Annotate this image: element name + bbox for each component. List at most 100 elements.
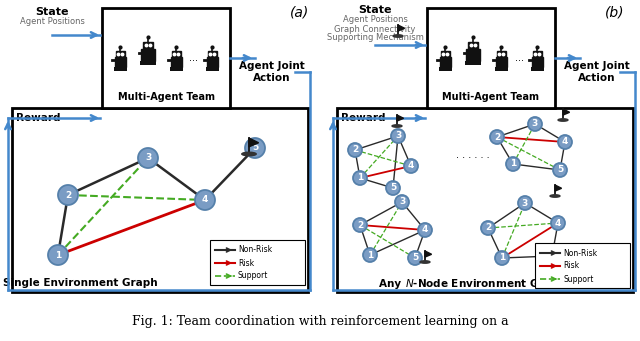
- Text: Reward: Reward: [16, 113, 60, 123]
- Circle shape: [353, 218, 367, 232]
- Text: ...: ...: [515, 53, 524, 63]
- Polygon shape: [563, 109, 570, 115]
- Circle shape: [408, 251, 422, 265]
- Text: State: State: [35, 7, 68, 17]
- Text: 4: 4: [562, 137, 568, 147]
- Text: . . . . . .: . . . . . .: [456, 150, 490, 160]
- Circle shape: [386, 181, 400, 195]
- Text: 5: 5: [412, 253, 418, 263]
- Circle shape: [138, 148, 158, 168]
- Bar: [440, 57, 451, 67]
- Text: Risk: Risk: [563, 262, 579, 270]
- Text: ...: ...: [189, 53, 198, 63]
- Bar: [495, 67, 508, 71]
- Text: 1: 1: [499, 253, 505, 263]
- Text: State: State: [358, 5, 392, 15]
- Text: 5: 5: [557, 165, 563, 175]
- Bar: [467, 49, 479, 61]
- Circle shape: [58, 185, 78, 205]
- Bar: [497, 51, 506, 57]
- Circle shape: [495, 251, 509, 265]
- Bar: [102, 8, 230, 108]
- Circle shape: [418, 223, 432, 237]
- Circle shape: [558, 135, 572, 149]
- Polygon shape: [249, 138, 259, 147]
- Bar: [12, 108, 308, 292]
- Text: Single Environment Graph: Single Environment Graph: [3, 278, 157, 288]
- Text: Fig. 1: Team coordination with reinforcement learning on a: Fig. 1: Team coordination with reinforce…: [132, 315, 508, 328]
- Bar: [495, 57, 506, 67]
- Circle shape: [528, 117, 542, 131]
- Text: 2: 2: [494, 133, 500, 142]
- Circle shape: [348, 143, 362, 157]
- Bar: [115, 57, 125, 67]
- Text: 3: 3: [399, 197, 405, 207]
- Text: Multi-Agent Team: Multi-Agent Team: [442, 92, 540, 102]
- Bar: [531, 57, 543, 67]
- Text: 3: 3: [532, 119, 538, 129]
- Text: Graph Connectivity: Graph Connectivity: [334, 25, 416, 33]
- Text: 5: 5: [549, 252, 555, 261]
- Text: 1: 1: [367, 251, 373, 260]
- Circle shape: [395, 195, 409, 209]
- Text: 4: 4: [202, 195, 208, 205]
- Text: Risk: Risk: [238, 258, 254, 267]
- Bar: [170, 57, 182, 67]
- Text: Any: Any: [380, 279, 405, 289]
- Ellipse shape: [550, 195, 560, 197]
- Polygon shape: [398, 25, 404, 31]
- Text: Agent Positions: Agent Positions: [342, 15, 408, 25]
- Text: 3: 3: [395, 132, 401, 140]
- Ellipse shape: [392, 125, 402, 127]
- Circle shape: [353, 171, 367, 185]
- Bar: [531, 67, 543, 71]
- Text: 1: 1: [357, 174, 363, 182]
- Text: Supporting Mechanism: Supporting Mechanism: [326, 33, 424, 43]
- Bar: [337, 108, 633, 292]
- Bar: [207, 51, 216, 57]
- Text: Agent Joint
Action: Agent Joint Action: [239, 61, 305, 83]
- Text: 5: 5: [252, 144, 258, 152]
- Circle shape: [48, 245, 68, 265]
- Text: $N$-Node Environment Graph: $N$-Node Environment Graph: [405, 277, 566, 291]
- Circle shape: [553, 163, 567, 177]
- Polygon shape: [555, 185, 562, 191]
- Text: 2: 2: [357, 221, 363, 229]
- Ellipse shape: [558, 119, 568, 121]
- Polygon shape: [425, 251, 431, 257]
- Text: Multi-Agent Team: Multi-Agent Team: [118, 92, 214, 102]
- Text: 5: 5: [390, 183, 396, 193]
- Text: (a): (a): [291, 5, 310, 19]
- Bar: [532, 51, 541, 57]
- Bar: [465, 61, 481, 65]
- Text: 1: 1: [510, 160, 516, 168]
- Text: 3: 3: [522, 198, 528, 208]
- Text: 2: 2: [485, 223, 491, 233]
- Text: Support: Support: [563, 275, 593, 283]
- Bar: [172, 51, 180, 57]
- Circle shape: [551, 216, 565, 230]
- Text: 2: 2: [65, 191, 71, 199]
- Text: 4: 4: [408, 162, 414, 170]
- Circle shape: [245, 138, 265, 158]
- Polygon shape: [397, 115, 404, 121]
- Text: 3: 3: [145, 153, 151, 163]
- Bar: [140, 61, 156, 65]
- Circle shape: [506, 157, 520, 171]
- Circle shape: [545, 249, 559, 263]
- Circle shape: [490, 130, 504, 144]
- Text: Non-Risk: Non-Risk: [238, 246, 272, 254]
- Text: Non-Risk: Non-Risk: [563, 249, 597, 257]
- Circle shape: [391, 129, 405, 143]
- Bar: [141, 49, 155, 61]
- Bar: [170, 67, 182, 71]
- Ellipse shape: [420, 261, 430, 263]
- Bar: [143, 42, 154, 49]
- Circle shape: [404, 159, 418, 173]
- Circle shape: [363, 248, 377, 262]
- Circle shape: [518, 196, 532, 210]
- Text: Agent Positions: Agent Positions: [20, 17, 84, 27]
- Bar: [207, 57, 218, 67]
- Text: Reward: Reward: [340, 113, 385, 123]
- Text: Support: Support: [238, 271, 268, 281]
